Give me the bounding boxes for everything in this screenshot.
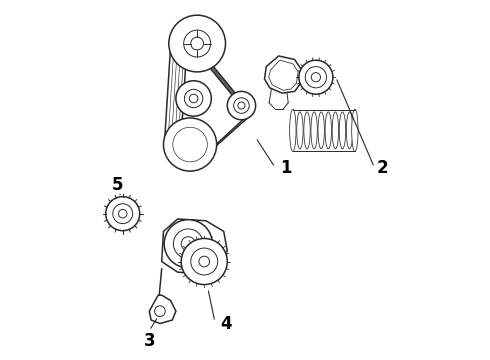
Circle shape — [227, 91, 256, 120]
Circle shape — [155, 306, 165, 316]
Circle shape — [181, 238, 227, 284]
Circle shape — [311, 73, 320, 82]
Polygon shape — [269, 60, 298, 90]
Polygon shape — [162, 219, 227, 274]
Ellipse shape — [318, 112, 324, 149]
Ellipse shape — [339, 112, 345, 149]
Circle shape — [299, 60, 333, 94]
Polygon shape — [265, 56, 302, 93]
Ellipse shape — [297, 112, 303, 149]
Circle shape — [184, 138, 196, 151]
Circle shape — [184, 30, 211, 57]
Polygon shape — [149, 295, 176, 324]
Ellipse shape — [332, 112, 339, 149]
Ellipse shape — [290, 109, 296, 152]
Circle shape — [164, 118, 217, 171]
Text: 3: 3 — [144, 332, 155, 350]
Circle shape — [176, 130, 204, 159]
Circle shape — [164, 220, 212, 268]
Ellipse shape — [346, 112, 353, 149]
Ellipse shape — [304, 112, 310, 149]
Circle shape — [189, 94, 198, 103]
Circle shape — [234, 98, 249, 113]
Circle shape — [106, 197, 140, 231]
Circle shape — [169, 15, 225, 72]
Circle shape — [173, 127, 207, 162]
Circle shape — [119, 210, 127, 218]
Ellipse shape — [352, 109, 358, 152]
Circle shape — [191, 37, 203, 50]
Circle shape — [181, 237, 196, 251]
Circle shape — [176, 81, 211, 116]
Text: 2: 2 — [376, 159, 388, 177]
Circle shape — [199, 256, 210, 267]
Circle shape — [113, 204, 133, 224]
Circle shape — [238, 102, 245, 109]
Circle shape — [173, 229, 203, 259]
Ellipse shape — [311, 112, 318, 149]
Text: 1: 1 — [280, 159, 291, 177]
Ellipse shape — [325, 112, 331, 149]
Text: 4: 4 — [220, 315, 232, 333]
Circle shape — [305, 67, 326, 88]
Text: 5: 5 — [112, 176, 123, 194]
Circle shape — [184, 89, 203, 108]
Circle shape — [191, 248, 218, 275]
